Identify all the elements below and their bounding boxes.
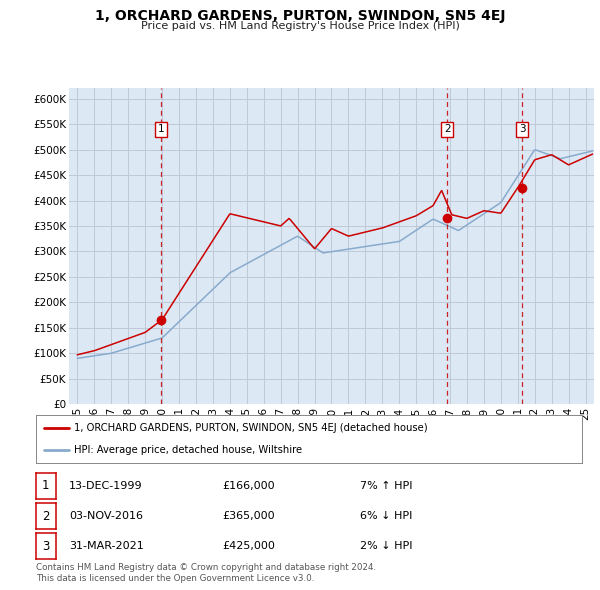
Text: 3: 3 bbox=[42, 540, 50, 553]
Text: 03-NOV-2016: 03-NOV-2016 bbox=[69, 512, 143, 521]
Text: 1, ORCHARD GARDENS, PURTON, SWINDON, SN5 4EJ (detached house): 1, ORCHARD GARDENS, PURTON, SWINDON, SN5… bbox=[74, 423, 428, 433]
Text: This data is licensed under the Open Government Licence v3.0.: This data is licensed under the Open Gov… bbox=[36, 574, 314, 583]
Text: 1, ORCHARD GARDENS, PURTON, SWINDON, SN5 4EJ: 1, ORCHARD GARDENS, PURTON, SWINDON, SN5… bbox=[95, 9, 505, 23]
Text: 2: 2 bbox=[444, 124, 451, 135]
Text: 3: 3 bbox=[519, 124, 526, 135]
Text: 1: 1 bbox=[158, 124, 164, 135]
Text: £166,000: £166,000 bbox=[222, 481, 275, 490]
Text: Contains HM Land Registry data © Crown copyright and database right 2024.: Contains HM Land Registry data © Crown c… bbox=[36, 563, 376, 572]
Text: 6% ↓ HPI: 6% ↓ HPI bbox=[360, 512, 412, 521]
Text: £365,000: £365,000 bbox=[222, 512, 275, 521]
Text: £425,000: £425,000 bbox=[222, 542, 275, 551]
Text: 2% ↓ HPI: 2% ↓ HPI bbox=[360, 542, 413, 551]
Text: 13-DEC-1999: 13-DEC-1999 bbox=[69, 481, 143, 490]
Text: 2: 2 bbox=[42, 510, 50, 523]
Text: 7% ↑ HPI: 7% ↑ HPI bbox=[360, 481, 413, 490]
Text: HPI: Average price, detached house, Wiltshire: HPI: Average price, detached house, Wilt… bbox=[74, 445, 302, 455]
Text: 31-MAR-2021: 31-MAR-2021 bbox=[69, 542, 144, 551]
Text: 1: 1 bbox=[42, 479, 50, 492]
Text: Price paid vs. HM Land Registry's House Price Index (HPI): Price paid vs. HM Land Registry's House … bbox=[140, 21, 460, 31]
